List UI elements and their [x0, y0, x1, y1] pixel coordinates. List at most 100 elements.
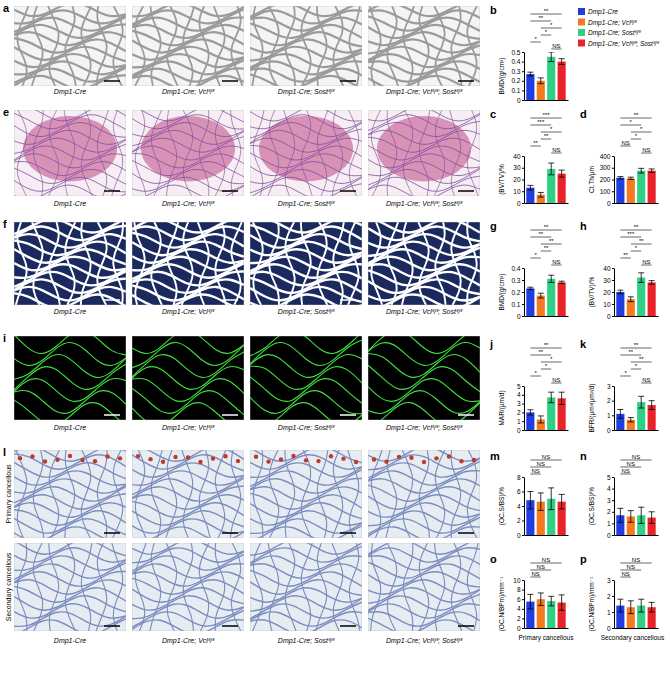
texture	[250, 355, 362, 378]
y-tick-mark	[522, 386, 524, 387]
stain	[198, 460, 202, 464]
error-cap	[559, 177, 565, 178]
image	[132, 543, 244, 631]
y-tick-mark	[612, 415, 614, 416]
x-axis-line	[615, 628, 659, 629]
y-tick: 0.2	[511, 289, 524, 296]
error-bar	[530, 492, 531, 509]
scale-bar	[340, 190, 356, 192]
y-tick-label: 0.1	[511, 301, 520, 308]
error-bar	[630, 601, 631, 614]
texture	[135, 110, 146, 196]
y-tick-mark	[522, 280, 524, 281]
texture	[368, 115, 480, 131]
texture	[49, 543, 59, 631]
texture	[231, 222, 242, 305]
texture	[214, 6, 225, 86]
texture	[368, 137, 480, 152]
texture	[387, 543, 396, 631]
image-background	[368, 450, 480, 538]
texture	[368, 517, 480, 534]
texture	[132, 154, 244, 168]
error-bar	[561, 494, 562, 509]
stain	[304, 458, 308, 462]
texture	[132, 115, 244, 129]
significance-label: **	[639, 356, 644, 362]
y-tick-label: 1	[517, 418, 521, 425]
y-tick-label: 2	[517, 409, 521, 416]
y-tick-mark	[612, 168, 614, 169]
bar	[558, 62, 566, 100]
error-cap	[527, 491, 533, 492]
y-tick: 20	[603, 289, 614, 296]
texture	[132, 294, 244, 305]
error-cap	[649, 280, 655, 281]
scale-bar	[458, 414, 474, 416]
y-tick-mark	[522, 590, 524, 591]
texture	[132, 471, 244, 485]
error-bar	[641, 273, 642, 283]
texture	[14, 10, 126, 23]
error-cap	[617, 418, 623, 419]
texture	[167, 222, 178, 305]
texture	[198, 222, 209, 305]
image	[250, 336, 362, 420]
y-tick-label: 8	[517, 474, 521, 481]
y-tick-label: 5	[607, 474, 611, 481]
texture	[14, 17, 126, 32]
bar-chart: p0123(OC.N/BPm)/mm⁻¹Secondary cancellous…	[580, 553, 665, 642]
scale-bar	[222, 80, 238, 82]
bar-chart: b00.10.20.30.40.5BMD/(g/cm³)NS*******	[490, 4, 569, 104]
texture	[371, 450, 382, 538]
y-tick-mark	[522, 412, 524, 413]
texture	[368, 222, 480, 233]
y-tick-label: 10	[513, 188, 521, 195]
bar	[637, 171, 645, 203]
stain	[254, 455, 258, 459]
stain	[148, 457, 152, 461]
texture	[14, 556, 126, 571]
texture	[368, 154, 480, 168]
error-cap	[538, 422, 544, 423]
image-caption: Dmp1-Cre; Vclᶠˡ/ᶠˡ; Sostᶠˡ/ᶠˡ	[386, 424, 463, 432]
significance-label: **	[538, 231, 543, 237]
texture	[451, 222, 461, 305]
y-tick-label: 6	[517, 596, 521, 603]
y-tick-mark	[612, 156, 614, 157]
texture	[349, 110, 359, 196]
x-axis-title: Secondary cancellous	[601, 634, 665, 642]
stain	[186, 455, 190, 459]
panel-letter: m	[490, 450, 500, 462]
significance-label: NS	[632, 454, 640, 460]
scale-bar	[340, 414, 356, 416]
significance-label: NS	[621, 468, 629, 474]
texture	[349, 543, 360, 631]
texture	[14, 68, 126, 83]
error-cap	[548, 509, 554, 510]
image-border	[250, 450, 362, 538]
texture	[14, 113, 126, 129]
texture	[451, 543, 461, 631]
error-cap	[527, 185, 533, 186]
y-tick-label: 30	[513, 164, 521, 171]
texture	[135, 543, 146, 631]
stain	[266, 459, 270, 463]
image-border	[250, 110, 362, 196]
texture	[434, 543, 444, 631]
y-tick-mark	[612, 628, 614, 629]
texture	[250, 138, 362, 152]
texture	[250, 455, 362, 469]
texture	[14, 130, 126, 144]
texture	[14, 400, 126, 420]
texture	[387, 110, 397, 196]
texture	[183, 543, 193, 631]
y-axis-line	[614, 157, 615, 204]
y-tick: 0.2	[511, 77, 524, 84]
y-tick-label: 200	[600, 176, 611, 183]
y-tick-label: 2	[607, 397, 611, 404]
significance-label: *	[635, 363, 638, 369]
texture	[134, 222, 144, 305]
y-tick: 6	[517, 488, 524, 495]
y-tick: 10	[513, 577, 524, 584]
stain	[341, 456, 345, 460]
